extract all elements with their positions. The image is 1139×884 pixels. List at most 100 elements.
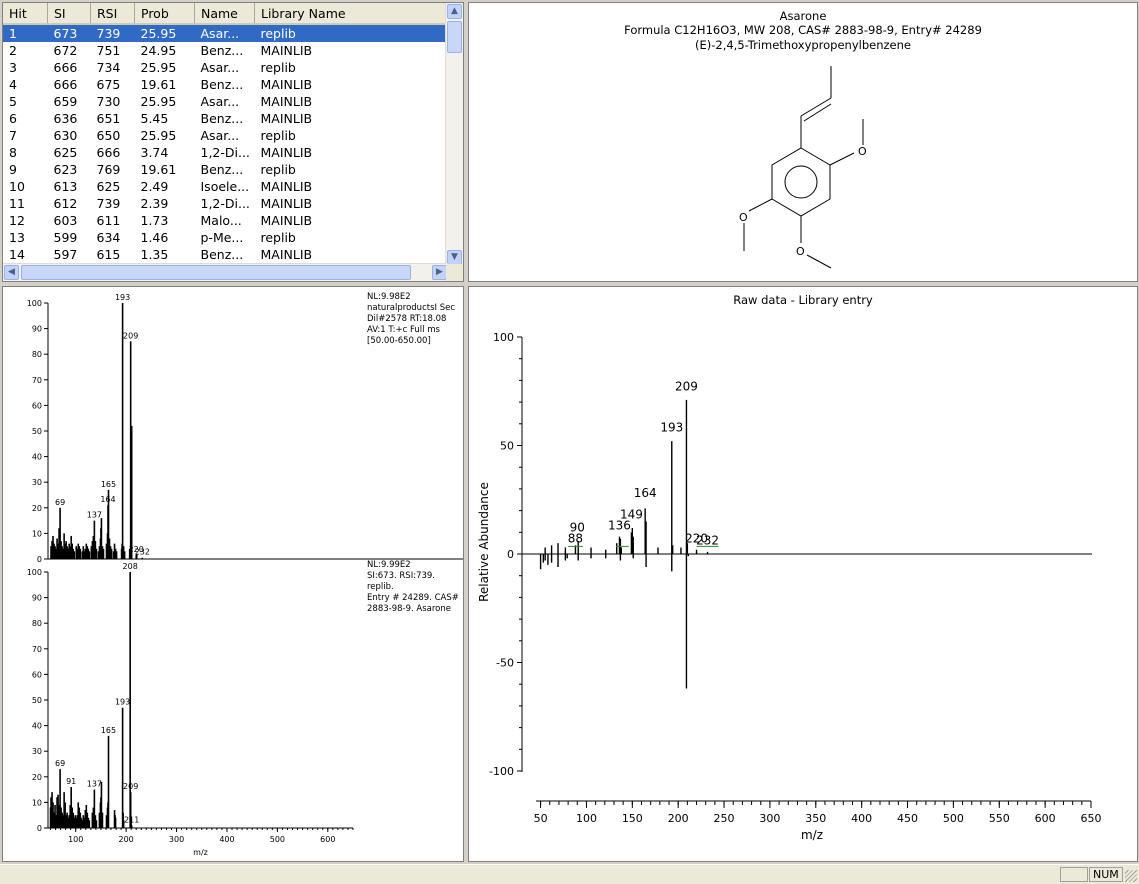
- column-header-si[interactable]: SI: [47, 3, 91, 25]
- library-name-cell: replib: [260, 162, 296, 177]
- x-axis-label: m/z: [193, 848, 208, 857]
- compound-name-cell: Isoele...: [200, 179, 250, 194]
- scroll-left-icon[interactable]: ◀: [4, 265, 19, 280]
- hit-list-table[interactable]: Hit SI RSI Prob Name Library Name 1 673 73…: [3, 3, 446, 263]
- resize-grip-icon[interactable]: [1125, 870, 1137, 882]
- hit-row[interactable]: 2 672 751 24.95 Benz... MAINLIB: [3, 42, 446, 59]
- column-header-library[interactable]: Library Name: [254, 3, 446, 25]
- x-tick-label: 200: [668, 812, 689, 825]
- hit-row[interactable]: 13 599 634 1.46 p-Me... replib: [3, 229, 446, 246]
- library-name-cell: replib: [260, 60, 296, 75]
- x-tick-label: 150: [622, 812, 643, 825]
- column-header-name[interactable]: Name: [194, 3, 255, 25]
- top-spectrum-info: NL:9.98E2 naturalproductsI Sec Dil#2578 …: [367, 292, 455, 347]
- peak-label: 193: [115, 698, 130, 707]
- y-tick-label: 10: [32, 798, 42, 807]
- scroll-right-icon[interactable]: ▶: [432, 265, 447, 280]
- hit-row[interactable]: 8 625 666 3.74 1,2-Di... MAINLIB: [3, 144, 446, 161]
- x-axis-label: m/z: [801, 828, 823, 842]
- rsi-value: 615: [96, 247, 121, 262]
- rsi-value: 739: [96, 196, 121, 211]
- y-tick-label: 40: [32, 722, 42, 731]
- column-header-rsi[interactable]: RSI: [90, 3, 135, 25]
- info-line: 2883-98-9. Asarone: [367, 604, 451, 614]
- y-tick-label: 100: [27, 568, 42, 577]
- vertical-scroll-thumb[interactable]: [447, 21, 462, 53]
- hit-row[interactable]: 12 603 611 1.73 Malo... MAINLIB: [3, 212, 446, 229]
- hit-row[interactable]: 11 612 739 2.39 1,2-Di... MAINLIB: [3, 195, 446, 212]
- peak-label: 69: [55, 759, 65, 768]
- x-tick-label: 500: [943, 812, 964, 825]
- column-header-hit[interactable]: Hit: [3, 3, 48, 25]
- bond: [829, 152, 855, 166]
- rsi-value: 734: [96, 60, 121, 75]
- vertical-scrollbar[interactable]: ▲ ▼: [445, 3, 463, 266]
- si-value: 666: [53, 60, 78, 75]
- info-line: Dil#2578 RT:18.08: [367, 314, 447, 324]
- y-tick-label: 50: [500, 440, 514, 453]
- compound-name-cell: Benz...: [200, 77, 244, 92]
- info-line: NL:9.98E2: [367, 292, 411, 302]
- x-tick-label: 50: [534, 812, 548, 825]
- raw-data-pane[interactable]: Raw data - Library entry 100 50 0 -50 -100 50…: [468, 286, 1138, 862]
- scroll-up-icon[interactable]: ▲: [447, 4, 462, 19]
- y-tick-label: 100: [27, 299, 42, 308]
- hit-number: 2: [9, 43, 17, 58]
- horizontal-scroll-thumb[interactable]: [21, 265, 411, 280]
- si-value: 672: [53, 43, 78, 58]
- rsi-value: 651: [96, 111, 121, 126]
- prob-value: 19.61: [140, 162, 177, 177]
- y-tick-label: 0: [37, 824, 42, 833]
- peak-label: 136: [608, 518, 631, 532]
- info-line: NL:9.99E2: [367, 560, 411, 570]
- hit-number: 5: [9, 94, 17, 109]
- hit-row[interactable]: 4 666 675 19.61 Benz... MAINLIB: [3, 76, 446, 93]
- compound-name-cell: p-Me...: [200, 230, 244, 245]
- hit-row[interactable]: 14 597 615 1.35 Benz... MAINLIB: [3, 246, 446, 263]
- peak-label: 137: [87, 780, 102, 789]
- hit-row[interactable]: 3 666 734 25.95 Asar... replib: [3, 59, 446, 76]
- hit-row[interactable]: 5 659 730 25.95 Asar... MAINLIB: [3, 93, 446, 110]
- compound-name-cell: Asar...: [200, 94, 240, 109]
- library-name-cell: MAINLIB: [260, 43, 313, 58]
- bond: [806, 254, 832, 269]
- hit-number: 14: [9, 247, 25, 262]
- hit-row[interactable]: 9 623 769 19.61 Benz... replib: [3, 161, 446, 178]
- x-tick-label: 300: [169, 835, 184, 844]
- compound-name-cell: Asar...: [200, 60, 240, 75]
- info-line: Entry # 24289. CAS#: [367, 593, 459, 603]
- hit-list-pane: Hit SI RSI Prob Name Library Name 1 673 73…: [2, 2, 464, 282]
- y-tick-label: 50: [32, 696, 42, 705]
- hit-row[interactable]: 7 630 650 25.95 Asar... replib: [3, 127, 446, 144]
- hit-number: 4: [9, 77, 17, 92]
- peak-label: 232: [696, 533, 719, 547]
- peak-label: 164: [634, 486, 657, 500]
- peak-label: 232: [135, 548, 150, 557]
- peak-label: 137: [87, 511, 102, 520]
- y-tick-label: 60: [32, 401, 42, 410]
- bond: [748, 198, 773, 212]
- hit-number: 10: [9, 179, 25, 194]
- peak-label: 88: [568, 531, 583, 545]
- scroll-down-icon[interactable]: ▼: [447, 250, 462, 265]
- hit-row[interactable]: 1 673 739 25.95 Asar... replib: [3, 24, 446, 42]
- si-value: 597: [53, 247, 78, 262]
- prob-value: 25.95: [140, 128, 177, 143]
- horizontal-scrollbar[interactable]: ◀ ▶: [3, 263, 448, 281]
- hit-row[interactable]: 10 613 625 2.49 Isoele... MAINLIB: [3, 178, 446, 195]
- column-header-prob[interactable]: Prob: [134, 3, 195, 25]
- hit-number: 11: [9, 196, 25, 211]
- library-name-cell: replib: [260, 230, 296, 245]
- hit-number: 8: [9, 145, 17, 160]
- hit-row[interactable]: 6 636 651 5.45 Benz... MAINLIB: [3, 110, 446, 127]
- benzene-ring: [771, 147, 831, 217]
- y-tick-label: 70: [32, 376, 42, 385]
- si-value: 673: [47, 24, 91, 42]
